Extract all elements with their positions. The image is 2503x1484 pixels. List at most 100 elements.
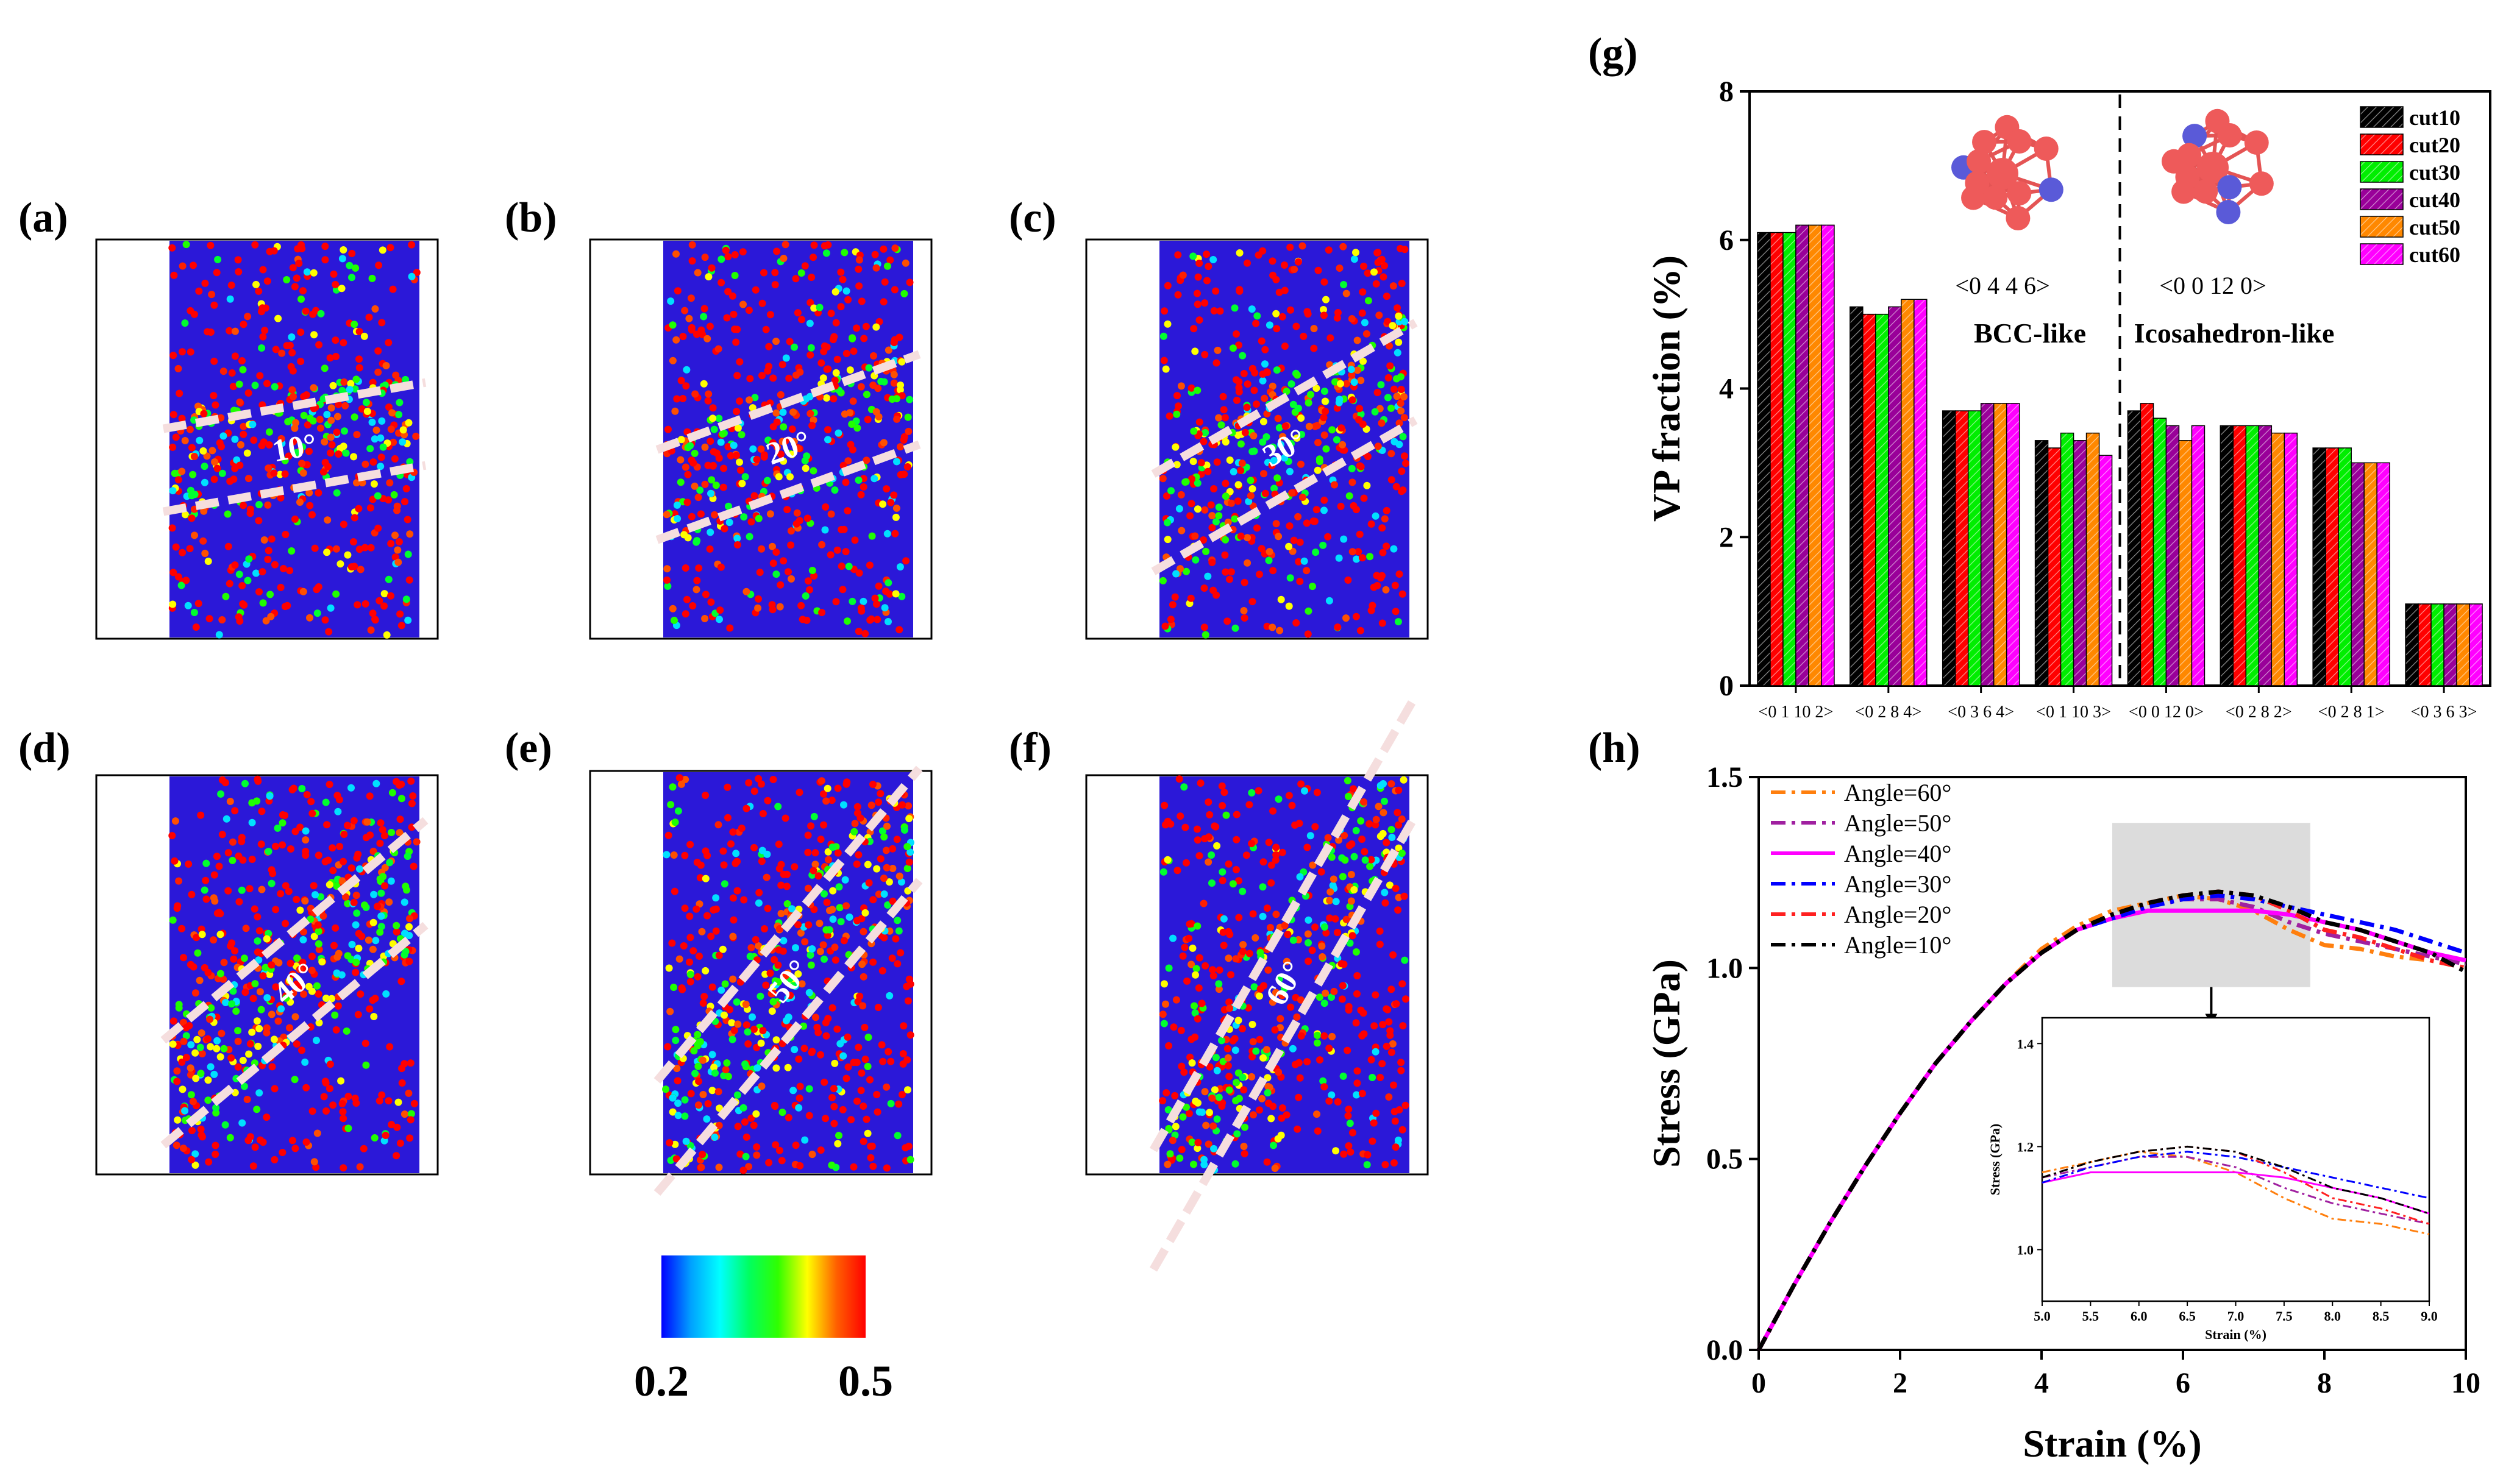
x-axis-title: Strain (%) bbox=[2023, 1422, 2201, 1465]
stress-strain-chart: (h) 0.0 0.5 1.0 1.5 0 2 4 6 8 10 Strain (%) Stress (… bbox=[1588, 725, 2480, 1465]
shear-band-line bbox=[1149, 694, 1420, 1152]
bar-cut40 bbox=[2165, 425, 2180, 686]
legend-label: Angle=10° bbox=[1844, 931, 1951, 959]
legend-label: Angle=50° bbox=[1844, 809, 1951, 837]
bar-cut50 bbox=[1808, 224, 1822, 686]
bar-cut30 bbox=[1967, 410, 1982, 686]
y-tick-label: 8 bbox=[1719, 76, 1734, 108]
x-tick-label: <0 2 8 1> bbox=[2318, 703, 2385, 722]
inset-x-tick-label: 8.0 bbox=[2324, 1308, 2341, 1324]
bar-cut10 bbox=[1757, 232, 1771, 686]
plot-frame bbox=[1757, 776, 2467, 1351]
colorbar: 0.2 0.5 bbox=[634, 1255, 893, 1405]
inset-y-tick-label: 1.0 bbox=[2017, 1242, 2034, 1257]
panel-label: (e) bbox=[505, 725, 552, 772]
inset-x-title: Strain (%) bbox=[2205, 1327, 2266, 1342]
y-tick-label: 6 bbox=[1719, 224, 1734, 257]
x-tick-label: 2 bbox=[1893, 1367, 1907, 1399]
bar-cut20 bbox=[1862, 313, 1876, 686]
bar-cut20 bbox=[1770, 232, 1784, 686]
shear-band-line bbox=[653, 878, 923, 1196]
bar-cut60 bbox=[2376, 462, 2390, 686]
sim-panel-c: (c)30° bbox=[1009, 194, 1429, 640]
atom-cloud bbox=[1159, 775, 1409, 1174]
inset-line-series bbox=[2042, 1156, 2430, 1225]
inset-y-title: Stress (GPa) bbox=[1987, 1124, 2003, 1196]
legend-label: cut50 bbox=[2409, 215, 2460, 240]
panel-label: (c) bbox=[1009, 194, 1056, 241]
bar-cut50 bbox=[2456, 603, 2470, 686]
x-tick-label: 4 bbox=[2034, 1367, 2049, 1399]
bar-cut50 bbox=[2363, 462, 2377, 686]
bar-cut10 bbox=[2034, 440, 2049, 686]
atom-cloud bbox=[168, 775, 421, 1172]
bar-cut10 bbox=[2312, 447, 2326, 686]
y-tick-label: 0 bbox=[1719, 670, 1734, 702]
y-tick-label: 1.0 bbox=[1706, 952, 1743, 984]
bar-cut50 bbox=[1993, 403, 2007, 686]
bar-cut30 bbox=[2152, 417, 2167, 686]
colorbar-gradient bbox=[661, 1255, 866, 1338]
shear-band-line bbox=[162, 461, 427, 516]
ico-group-label: Icosahedron-like bbox=[2134, 318, 2335, 349]
y-axis-title: Stress (GPa) bbox=[1645, 959, 1688, 1168]
y-tick-label: 0.0 bbox=[1706, 1334, 1743, 1366]
inset-x-tick-label: 6.0 bbox=[2131, 1308, 2148, 1324]
sim-panel-a: (a) 10° bbox=[18, 194, 439, 640]
legend-swatch bbox=[2360, 106, 2404, 128]
y-tick-label: 1.5 bbox=[1706, 761, 1743, 793]
legend-swatch bbox=[2360, 188, 2404, 210]
inset-x-tick-label: 5.5 bbox=[2082, 1308, 2099, 1324]
legend-label: cut10 bbox=[2409, 105, 2460, 130]
inset-line-series bbox=[2042, 1145, 2430, 1215]
x-tick-label: <0 1 10 3> bbox=[2036, 703, 2111, 722]
y-tick-label: 4 bbox=[1719, 373, 1734, 405]
bar-cut40 bbox=[1888, 306, 1902, 686]
x-tick-label: 6 bbox=[2176, 1367, 2190, 1399]
legend-swatch bbox=[2360, 243, 2404, 265]
x-tick-label: 10 bbox=[2451, 1367, 2480, 1399]
inset-x-tick-label: 7.5 bbox=[2276, 1308, 2293, 1324]
inset-x-tick-label: 7.0 bbox=[2227, 1308, 2245, 1324]
inset-x-tick-label: 6.5 bbox=[2179, 1308, 2196, 1324]
bar-cut60 bbox=[2191, 425, 2206, 686]
legend-label: Angle=20° bbox=[1844, 901, 1951, 928]
bar-cut20 bbox=[2047, 447, 2062, 686]
inset-x-tick-label: 5.0 bbox=[2034, 1308, 2051, 1324]
sim-panel-d: (d)40° bbox=[18, 725, 439, 1176]
simulation-panels: (a) 10° (b)20°(c)30° (d)40°(e)50°(f)60° bbox=[18, 194, 1429, 1272]
bar-cut30 bbox=[1782, 232, 1796, 686]
legend-swatch bbox=[2360, 216, 2404, 238]
shear-band-line bbox=[655, 350, 921, 454]
legend-swatch bbox=[2360, 133, 2404, 155]
legend-label: cut20 bbox=[2409, 133, 2460, 157]
bar-cut10 bbox=[1850, 306, 1864, 686]
panel-label: (b) bbox=[505, 194, 557, 241]
x-tick-label: <0 3 6 3> bbox=[2411, 703, 2477, 722]
legend-label: Angle=30° bbox=[1844, 870, 1951, 898]
inset-plot: 5.0 5.5 6.0 6.5 7.0 7.5 8.0 8.5 9.0 1.0 1.2 1.4 Stra… bbox=[1987, 1017, 2438, 1342]
bar-cut10 bbox=[2405, 603, 2419, 686]
bar-cut40 bbox=[2258, 425, 2273, 686]
bar-cut40 bbox=[1795, 224, 1809, 686]
shear-band-line bbox=[160, 817, 429, 1044]
bar-cut60 bbox=[1821, 224, 1835, 686]
shear-band-line bbox=[653, 765, 923, 1084]
colorbar-max-label: 0.5 bbox=[838, 1357, 893, 1405]
x-tick-label: <0 2 8 4> bbox=[1856, 703, 1922, 722]
bar-cut20 bbox=[1954, 410, 1969, 686]
bcc-index-label: <0 4 4 6> bbox=[1955, 272, 2049, 299]
bar-cut40 bbox=[2351, 462, 2365, 686]
x-tick-label: 8 bbox=[2317, 1367, 2332, 1399]
panel-label: (h) bbox=[1588, 725, 1640, 772]
bar-cut40 bbox=[2073, 440, 2087, 686]
line-series bbox=[1756, 893, 2467, 1351]
shear-band-line bbox=[160, 921, 429, 1149]
shear-band-line bbox=[1151, 319, 1418, 478]
x-tick-label: <0 1 10 2> bbox=[1759, 703, 1834, 722]
colorbar-min-label: 0.2 bbox=[634, 1357, 689, 1405]
legend-swatch bbox=[2360, 161, 2404, 183]
bar-cut60 bbox=[2284, 432, 2298, 686]
bar-cut20 bbox=[2140, 403, 2154, 686]
